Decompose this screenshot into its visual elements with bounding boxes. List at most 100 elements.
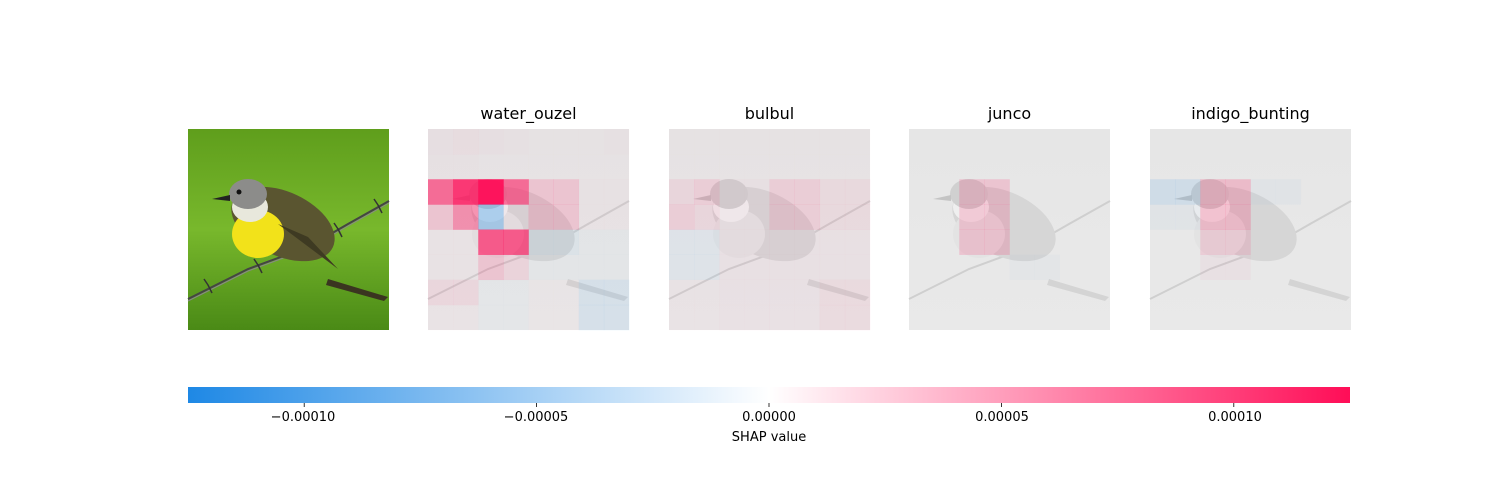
shap-cell (1175, 204, 1200, 229)
shap-cell (744, 204, 769, 229)
shap-cell (604, 230, 629, 255)
shap-cell (554, 280, 579, 305)
shap-cell (795, 255, 820, 280)
shap-cell (795, 280, 820, 305)
shap-cell (578, 304, 605, 331)
shap-cell (528, 229, 554, 255)
shap-cell (1225, 255, 1250, 280)
shap-cell (770, 280, 795, 305)
shap-cell (554, 129, 579, 154)
shap-cell (1150, 179, 1176, 205)
shap-cell (694, 229, 720, 255)
shap-cell (669, 179, 695, 205)
shap-cell (770, 129, 795, 154)
shap-cell (795, 154, 820, 179)
shap-cell (503, 254, 529, 281)
shap-cell (984, 179, 1010, 205)
colorbar-tick-label: −0.00010 (270, 410, 336, 425)
shap-cell (553, 179, 580, 205)
shap-cell (579, 154, 604, 179)
shap-cell (769, 179, 795, 205)
shap-cell (820, 230, 845, 255)
shap-cell (478, 129, 503, 154)
shap-panel-indigo_bunting (1149, 128, 1352, 331)
shap-cell (604, 255, 629, 280)
panel-title-indigo-bunting: indigo_bunting (1191, 104, 1310, 123)
shap-cell (503, 280, 528, 305)
shap-cell (1200, 255, 1225, 280)
shap-cell (669, 305, 694, 330)
shap-cell (478, 154, 503, 179)
shap-cell (604, 129, 629, 154)
shap-cell (528, 179, 554, 205)
shap-cell (694, 280, 719, 305)
shap-cell (553, 204, 580, 230)
panel-title-bulbul: bulbul (744, 104, 795, 123)
shap-cell (719, 179, 744, 204)
shap-cell (428, 179, 454, 205)
shap-cell (528, 204, 554, 230)
shap-cell (604, 179, 629, 204)
shap-cell (669, 254, 695, 281)
shap-cell (984, 229, 1010, 255)
shap-cell (478, 254, 504, 281)
shap-cell (428, 154, 453, 179)
shap-cell (428, 279, 454, 306)
shap-cell (959, 204, 985, 230)
shap-cell (503, 129, 528, 154)
shap-cell (1251, 179, 1276, 204)
shap-cell (453, 255, 478, 280)
shap-cell (959, 179, 985, 205)
shap-cell (669, 129, 694, 154)
shap-cell (579, 204, 604, 229)
shap-cell (579, 179, 604, 204)
shap-cell (603, 304, 630, 331)
shap-cell (578, 279, 605, 306)
shap-cell (794, 179, 821, 205)
shap-cell (603, 279, 630, 306)
shap-cell (795, 129, 820, 154)
shap-cell (744, 179, 769, 204)
panel-title-water-ouzel: water_ouzel (480, 104, 577, 123)
shap-cell (669, 154, 694, 179)
shap-cell (844, 304, 871, 331)
shap-cell (1035, 255, 1060, 280)
shap-cell (820, 255, 845, 280)
shap-cell (770, 230, 795, 255)
shap-cell (694, 254, 720, 281)
shap-cell (453, 204, 479, 230)
shap-cell (744, 154, 769, 179)
shap-cell (1150, 204, 1175, 229)
input-image-panel (187, 128, 390, 331)
shap-panel-water_ouzel (427, 128, 630, 331)
shap-cell (719, 204, 744, 229)
shap-cell (669, 280, 694, 305)
shap-cell (428, 129, 453, 154)
colorbar-tick-label: −0.00005 (503, 410, 569, 425)
shap-cell (819, 179, 846, 205)
shap-cell (719, 230, 744, 255)
shap-cell (1225, 179, 1251, 205)
shap-cell (478, 280, 503, 305)
shap-cell (529, 154, 554, 179)
colorbar (188, 387, 1350, 403)
shap-cell (529, 280, 554, 305)
shap-cell (503, 179, 529, 205)
colorbar-tick-label: 0.00000 (742, 410, 796, 425)
shap-cell (579, 255, 604, 280)
shap-cell (529, 255, 554, 280)
shap-cell (719, 255, 744, 280)
shap-cell (1010, 255, 1035, 280)
shap-cell (959, 229, 985, 255)
shap-cell (770, 154, 795, 179)
shap-cell (819, 304, 846, 331)
shap-cell (819, 204, 846, 230)
shap-cell (604, 154, 629, 179)
shap-cell (503, 229, 529, 255)
shap-cell (1225, 204, 1251, 230)
shap-cell (819, 279, 846, 306)
shap-cell (428, 305, 453, 330)
shap-cell (719, 154, 744, 179)
shap-cell (844, 179, 871, 205)
